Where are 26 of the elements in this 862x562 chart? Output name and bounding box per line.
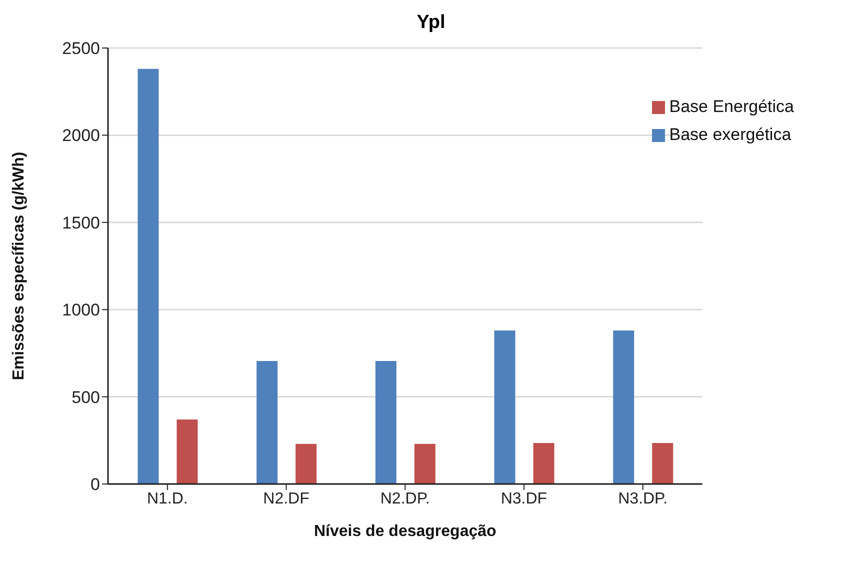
y-tick-label: 0	[90, 475, 100, 494]
bar	[414, 444, 436, 484]
bar	[375, 361, 396, 484]
y-tick-label: 500	[72, 388, 100, 407]
x-tick-label: N1.D.	[146, 490, 188, 508]
bar	[533, 443, 554, 484]
bar	[494, 330, 516, 484]
x-tick-label: N2.DP.	[380, 490, 430, 508]
bar	[256, 361, 278, 484]
y-tick-label: 2500	[62, 39, 100, 58]
x-tick-label: N3.DP.	[618, 490, 668, 508]
y-tick-label: 1500	[62, 213, 100, 232]
bar	[296, 444, 317, 484]
bar	[652, 443, 674, 484]
y-axis-title: Emissões específicas (g/kWh)	[10, 152, 28, 380]
legend-label: Base exergética	[669, 125, 792, 144]
bar	[138, 68, 159, 484]
x-axis-title: Níveis de desagregação	[314, 523, 497, 540]
y-tick-label: 2000	[62, 126, 100, 146]
x-tick-label: N3.DF	[500, 490, 548, 508]
x-tick-label: N2.DF	[263, 490, 310, 508]
bar	[613, 330, 634, 484]
legend-label: Base Energética	[669, 97, 794, 116]
chart-title: Ypl	[416, 11, 446, 35]
bar	[176, 419, 198, 484]
y-tick-label: 1000	[62, 300, 100, 320]
